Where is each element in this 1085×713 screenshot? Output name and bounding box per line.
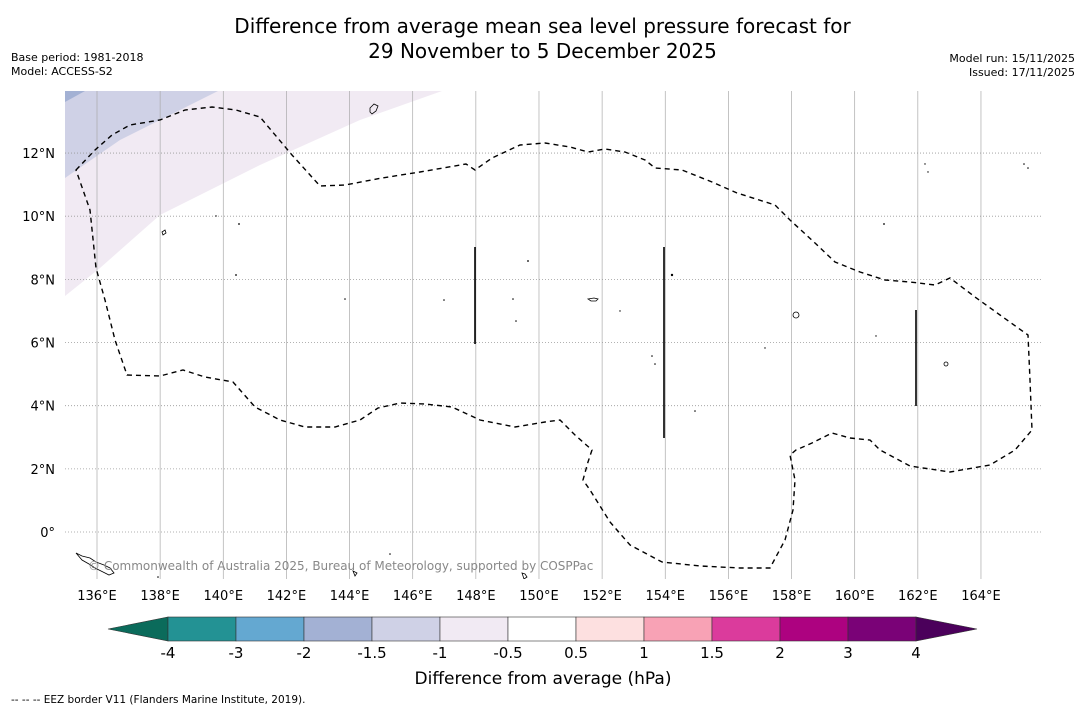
eez-footnote: -- -- -- EEZ border V11 (Flanders Marine… — [11, 694, 306, 706]
colorbar-segment — [235, 616, 305, 642]
colorbar-segment — [643, 616, 713, 642]
colorbar-segment — [507, 616, 577, 642]
latitude-tick-label: 8°N — [31, 273, 56, 288]
title-line-2: 29 November to 5 December 2025 — [368, 39, 717, 63]
copyright-credit: © Commonwealth of Australia 2025, Bureau… — [88, 559, 593, 573]
longitude-tick-label: 148°E — [456, 589, 496, 604]
eez-boundary — [75, 106, 1033, 569]
colorbar-tick-label: -0.5 — [493, 644, 522, 662]
colorbar-tick-label: 0.5 — [564, 644, 588, 662]
colorbar-label: Difference from average (hPa) — [415, 669, 672, 689]
longitude-tick-label: 136°E — [77, 589, 117, 604]
colorbar-tick-label: 1.5 — [700, 644, 724, 662]
longitude-tick-label: 140°E — [204, 589, 244, 604]
longitude-tick-label: 144°E — [330, 589, 370, 604]
longitude-tick-label: 142°E — [267, 589, 307, 604]
latitude-tick-labels: 12°N 10°N 8°N 6°N 4°N 2°N 0° — [22, 147, 55, 541]
longitude-tick-label: 162°E — [898, 589, 938, 604]
latitude-tick-label: 4°N — [31, 400, 56, 415]
colorbar-segment — [711, 616, 781, 642]
latitude-tick-label: 12°N — [22, 147, 55, 162]
colorbar-segment — [439, 616, 509, 642]
model-run: Model run: 15/11/2025 — [949, 52, 1075, 65]
anomaly-region-light — [65, 91, 442, 296]
colorbar-tick-label: 2 — [775, 644, 785, 662]
colorbar-tick-label: 4 — [911, 644, 921, 662]
longitude-tick-label: 158°E — [772, 589, 812, 604]
graticule — [65, 91, 1042, 579]
colorbar-underflow-arrow — [107, 616, 169, 642]
longitude-tick-label: 164°E — [961, 589, 1001, 604]
colorbar-tick-label: -3 — [229, 644, 244, 662]
meta-right: Model run: 15/11/2025 Issued: 17/11/2025 — [949, 52, 1075, 80]
longitude-tick-label: 160°E — [835, 589, 875, 604]
colorbar-tick-label: -1 — [433, 644, 448, 662]
longitude-tick-label: 154°E — [645, 589, 685, 604]
longitude-tick-labels: 136°E 138°E 140°E 142°E 144°E 146°E 148°E 150°E… — [77, 589, 1000, 604]
anomaly-region-medium — [65, 91, 218, 178]
colorbar-tick-label: 3 — [843, 644, 853, 662]
longitude-tick-label: 156°E — [709, 589, 749, 604]
colorbar-tick-label: -1.5 — [357, 644, 386, 662]
longitude-tick-label: 146°E — [393, 589, 433, 604]
colorbar-tick-label: -4 — [161, 644, 176, 662]
longitude-tick-label: 150°E — [519, 589, 559, 604]
islands — [75, 103, 949, 579]
island-dots — [157, 163, 1029, 578]
longitude-tick-label: 138°E — [140, 589, 180, 604]
colorbar-tick-label: 1 — [639, 644, 649, 662]
latitude-tick-label: 10°N — [22, 210, 55, 225]
colorbar-segment — [371, 616, 441, 642]
model-name: Model: ACCESS-S2 — [11, 65, 113, 78]
latitude-tick-label: 0° — [40, 526, 55, 541]
longitude-tick-label: 152°E — [582, 589, 622, 604]
latitude-tick-label: 2°N — [31, 463, 56, 478]
colorbar-segment — [303, 616, 373, 642]
colorbar-tick-label: -2 — [297, 644, 312, 662]
chart-title: Difference from average mean sea level p… — [0, 14, 1085, 64]
issued-date: Issued: 17/11/2025 — [968, 66, 1075, 79]
latitude-tick-label: 6°N — [31, 337, 56, 352]
colorbar-segment — [847, 616, 917, 642]
colorbar-segment — [575, 616, 645, 642]
title-line-1: Difference from average mean sea level p… — [234, 14, 851, 38]
meta-left: Base period: 1981-2018 Model: ACCESS-S2 — [11, 51, 143, 79]
colorbar-segment — [779, 616, 849, 642]
base-period: Base period: 1981-2018 — [11, 51, 144, 64]
colorbar: -4 -3 -2 -1.5 -1 -0.5 0.5 1 1.5 2 3 4 — [107, 616, 978, 662]
anomaly-region-dark — [65, 91, 85, 102]
colorbar-overflow-arrow — [915, 616, 978, 642]
colorbar-segment — [167, 616, 237, 642]
map-plot-area — [65, 91, 1042, 579]
